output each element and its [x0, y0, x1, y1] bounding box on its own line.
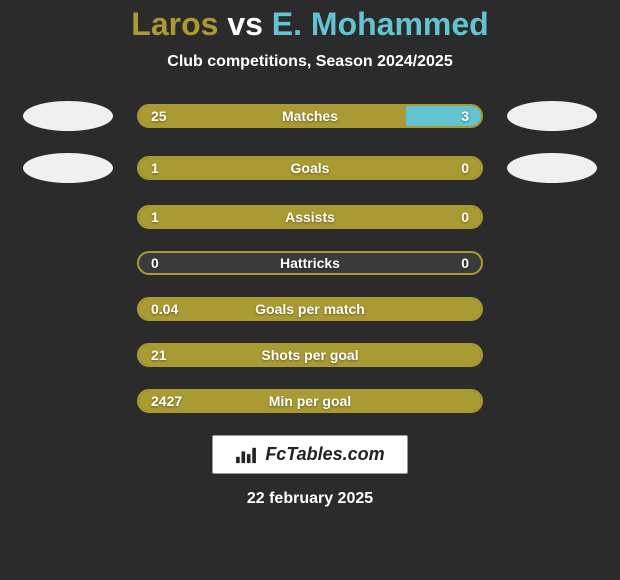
stat-value-right: 3: [461, 106, 469, 126]
card-title: Laros vs E. Mohammed: [131, 6, 488, 43]
card-date: 22 february 2025: [247, 490, 373, 508]
stat-label: Goals per match: [139, 299, 481, 319]
stat-label: Matches: [139, 106, 481, 126]
player1-name: Laros: [131, 6, 218, 42]
stat-value-right: 0: [461, 207, 469, 227]
player2-name: E. Mohammed: [272, 6, 489, 42]
stat-bar: 2427Min per goal: [137, 389, 483, 413]
logo-badge: FcTables.com: [212, 435, 407, 474]
player2-badge: [507, 101, 597, 131]
stat-label: Assists: [139, 207, 481, 227]
stat-value-right: 0: [461, 253, 469, 273]
vs-text: vs: [227, 6, 263, 42]
stat-bar: 25Matches3: [137, 104, 483, 128]
stat-bar: 0Hattricks0: [137, 251, 483, 275]
stat-bar: 21Shots per goal: [137, 343, 483, 367]
stat-value-right: 0: [461, 158, 469, 178]
stat-label: Goals: [139, 158, 481, 178]
comparison-card: Laros vs E. Mohammed Club competitions, …: [0, 0, 620, 580]
player2-badge: [507, 153, 597, 183]
card-subtitle: Club competitions, Season 2024/2025: [167, 53, 452, 71]
player1-badge: [23, 153, 113, 183]
stat-bar: 1Goals0: [137, 156, 483, 180]
player1-badge: [23, 101, 113, 131]
stat-bar: 0.04Goals per match: [137, 297, 483, 321]
stats-grid: 25Matches31Goals01Assists00Hattricks00.0…: [13, 101, 607, 413]
stat-label: Min per goal: [139, 391, 481, 411]
stat-bar: 1Assists0: [137, 205, 483, 229]
stat-label: Hattricks: [139, 253, 481, 273]
logo-text: FcTables.com: [265, 444, 384, 465]
stat-label: Shots per goal: [139, 345, 481, 365]
bars-logo-icon: [235, 446, 257, 464]
